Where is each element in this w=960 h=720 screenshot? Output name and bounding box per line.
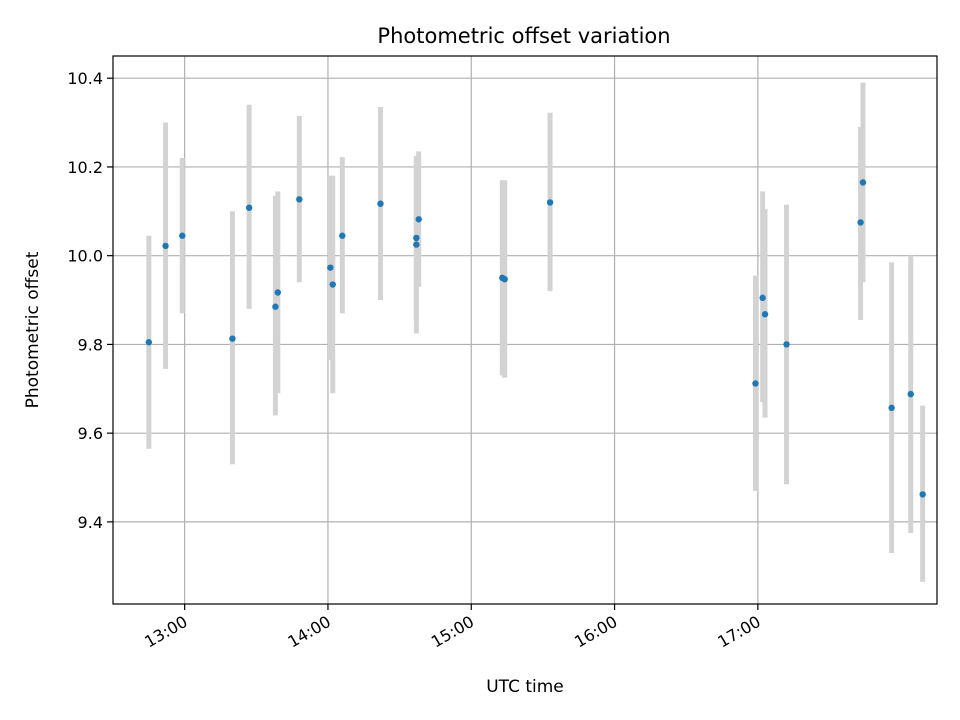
y-tick-label: 10.0	[67, 247, 103, 266]
data-point	[272, 303, 279, 310]
error-bars	[146, 82, 926, 582]
data-point	[329, 281, 336, 288]
data-point	[339, 232, 346, 239]
y-tick-label: 10.4	[67, 69, 103, 88]
data-point	[919, 491, 926, 498]
y-tick-label: 9.4	[78, 513, 103, 532]
data-point	[179, 232, 186, 239]
data-point	[759, 294, 766, 302]
data-point	[761, 311, 769, 318]
data-point	[413, 241, 420, 248]
data-point	[546, 199, 554, 206]
y-axis-label: Photometric offset	[23, 251, 43, 408]
y-tick-label: 10.2	[67, 158, 103, 177]
data-point	[274, 289, 281, 296]
x-axis-label: UTC time	[486, 677, 564, 697]
data-point	[413, 234, 420, 242]
data-point	[907, 390, 914, 398]
data-point	[783, 341, 790, 348]
plot-frame	[112, 55, 938, 605]
data-point	[377, 200, 384, 207]
data-point	[296, 196, 303, 203]
data-point	[229, 335, 236, 342]
y-tick-label: 9.6	[78, 424, 103, 443]
data-point	[415, 216, 422, 223]
x-tick-label: 17:00	[714, 612, 763, 652]
data-point	[145, 339, 153, 346]
data-points	[145, 179, 926, 498]
data-point	[162, 242, 169, 250]
data-point	[857, 219, 864, 226]
data-point	[245, 204, 253, 211]
chart-title: Photometric offset variation	[377, 24, 670, 48]
data-point	[501, 275, 508, 283]
x-tick-label: 15:00	[428, 612, 477, 652]
grid-lines	[113, 56, 937, 604]
x-axis-ticks: 13:00 14:00 15:00 16:00 17:00	[141, 604, 764, 651]
data-point	[888, 404, 895, 412]
data-point	[859, 179, 867, 186]
x-tick-label: 16:00	[571, 612, 620, 652]
x-tick-label: 14:00	[285, 612, 334, 652]
data-point	[752, 380, 759, 387]
y-axis-ticks: 9.4 9.6 9.8 10.0 10.2 10.4	[67, 69, 113, 532]
data-point	[327, 264, 334, 271]
x-tick-label: 13:00	[141, 612, 190, 652]
y-tick-label: 9.8	[78, 335, 103, 354]
